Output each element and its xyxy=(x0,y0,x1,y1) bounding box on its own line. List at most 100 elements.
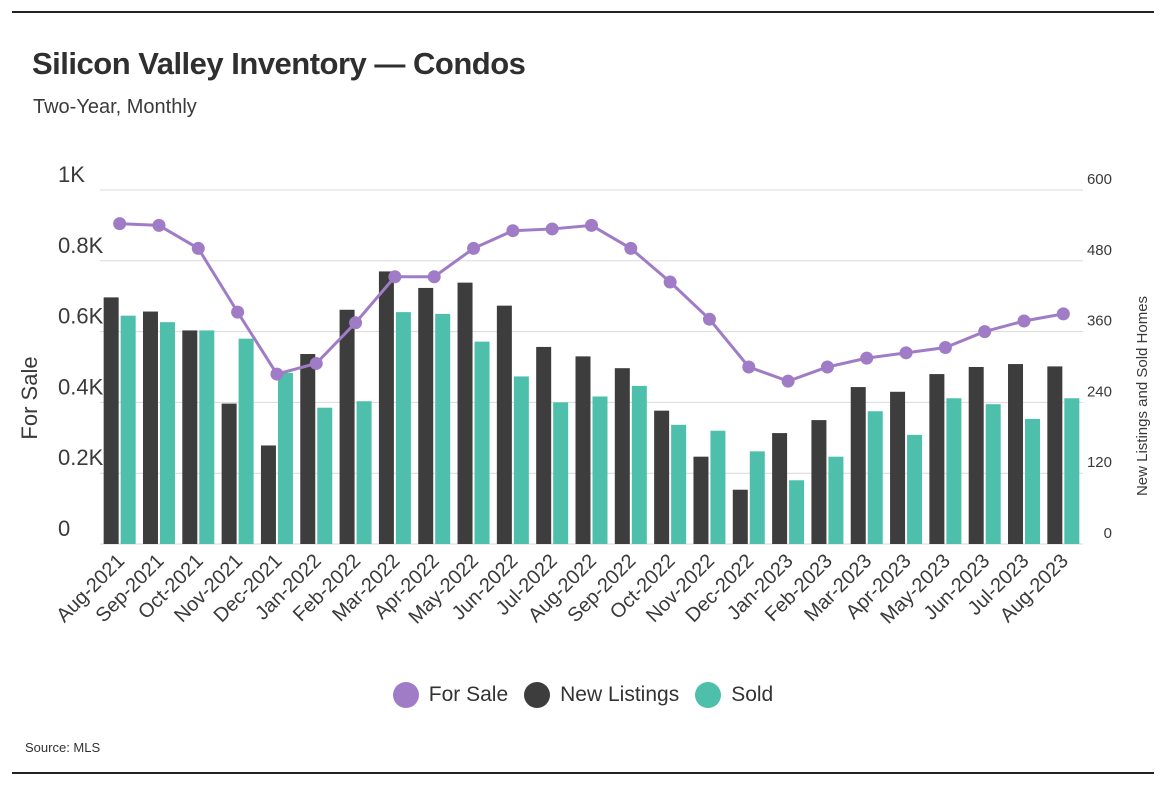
bar-new-listings xyxy=(339,309,355,544)
bar-sold xyxy=(120,315,136,544)
for-sale-point xyxy=(663,275,677,289)
bar-new-listings xyxy=(732,489,748,544)
right-tick-label: 240 xyxy=(1087,383,1112,400)
left-axis-title: For Sale xyxy=(17,356,42,439)
for-sale-point xyxy=(309,356,323,370)
bar-sold xyxy=(238,338,254,544)
legend: For Sale New Listings Sold xyxy=(0,682,1166,708)
left-tick-label: 1K xyxy=(58,162,85,187)
bar-sold xyxy=(631,385,647,544)
bar-sold xyxy=(1025,418,1041,544)
bar-sold xyxy=(749,451,765,544)
source-note: Source: MLS xyxy=(25,740,101,755)
left-tick-label: 0.2K xyxy=(58,445,104,470)
for-sale-point xyxy=(585,218,598,232)
for-sale-point xyxy=(899,346,913,360)
bar-new-listings xyxy=(536,346,552,544)
bar-new-listings xyxy=(890,391,906,544)
bar-new-listings xyxy=(693,456,709,544)
for-sale-point xyxy=(467,241,481,255)
legend-swatch-sold xyxy=(695,682,722,708)
for-sale-point xyxy=(938,341,952,355)
bar-sold xyxy=(435,313,451,544)
bar-sold xyxy=(671,424,687,544)
legend-label-for-sale: For Sale xyxy=(428,683,509,706)
for-sale-point xyxy=(978,325,992,339)
legend-item-sold[interactable]: Sold xyxy=(695,682,773,708)
bar-new-listings xyxy=(300,354,316,544)
bar-sold xyxy=(789,480,805,544)
bar-new-listings xyxy=(811,420,827,544)
top-rule xyxy=(12,11,1154,13)
bar-new-listings xyxy=(221,403,237,544)
bar-new-listings xyxy=(1008,364,1024,544)
bar-sold xyxy=(985,404,1001,544)
bar-new-listings xyxy=(182,330,198,544)
left-tick-label: 0.4K xyxy=(58,374,104,399)
right-tick-label: 600 xyxy=(1087,171,1112,188)
bar-new-listings xyxy=(654,410,670,544)
bar-sold xyxy=(907,434,923,544)
right-tick-label: 0 xyxy=(1104,525,1112,542)
legend-item-new-listings[interactable]: New Listings xyxy=(524,682,679,708)
bar-sold xyxy=(356,401,372,544)
bar-new-listings xyxy=(575,356,591,544)
left-tick-label: 0.6K xyxy=(58,304,104,329)
for-sale-point xyxy=(860,351,874,365)
for-sale-point xyxy=(152,218,166,232)
bar-new-listings xyxy=(614,368,630,544)
bar-sold xyxy=(1064,398,1080,544)
legend-swatch-for-sale xyxy=(392,682,419,708)
for-sale-point xyxy=(624,241,638,255)
bar-sold xyxy=(199,330,215,544)
legend-item-for-sale[interactable]: For Sale xyxy=(392,682,509,708)
right-tick-label: 360 xyxy=(1087,313,1112,330)
bar-sold xyxy=(592,396,608,544)
for-sale-point xyxy=(427,270,441,284)
for-sale-point xyxy=(506,224,520,238)
bottom-rule xyxy=(12,772,1154,774)
for-sale-point xyxy=(270,367,284,381)
for-sale-point xyxy=(545,222,559,236)
for-sale-point xyxy=(349,316,363,330)
bar-sold xyxy=(395,312,411,544)
bar-new-listings xyxy=(378,271,394,544)
bar-sold xyxy=(710,430,726,544)
bar-new-listings xyxy=(772,433,788,544)
right-tick-label: 120 xyxy=(1087,454,1112,471)
for-sale-point xyxy=(1056,307,1070,321)
bar-new-listings xyxy=(457,282,473,544)
bar-new-listings xyxy=(929,374,945,544)
right-tick-label: 480 xyxy=(1087,242,1112,259)
for-sale-point xyxy=(388,270,402,284)
bar-sold xyxy=(317,407,333,544)
chart-title: Silicon Valley Inventory — Condos xyxy=(32,46,526,81)
bar-new-listings xyxy=(850,387,866,544)
legend-swatch-new-listings xyxy=(524,682,551,708)
for-sale-point xyxy=(1017,314,1031,328)
for-sale-point xyxy=(113,217,127,231)
bar-sold xyxy=(159,322,175,544)
bar-new-listings xyxy=(260,445,276,544)
for-sale-point xyxy=(820,360,834,374)
bar-new-listings xyxy=(968,367,984,544)
left-tick-label: 0.8K xyxy=(58,233,104,258)
for-sale-point xyxy=(191,241,205,255)
legend-label-sold: Sold xyxy=(731,683,774,706)
right-axis-title: New Listings and Sold Homes xyxy=(1134,296,1151,496)
for-sale-point xyxy=(742,360,756,374)
legend-label-new-listings: New Listings xyxy=(560,683,680,706)
bar-new-listings xyxy=(418,287,434,544)
for-sale-point xyxy=(781,374,795,388)
bar-new-listings xyxy=(1047,366,1063,544)
chart-subtitle: Two-Year, Monthly xyxy=(33,96,197,118)
bar-sold xyxy=(867,411,883,544)
bar-sold xyxy=(513,376,529,544)
for-sale-line xyxy=(119,222,1064,383)
bar-sold xyxy=(474,341,490,544)
bar-sold xyxy=(553,402,569,544)
bar-new-listings xyxy=(142,311,158,544)
bar-new-listings xyxy=(103,297,119,544)
for-sale-point xyxy=(231,305,245,319)
